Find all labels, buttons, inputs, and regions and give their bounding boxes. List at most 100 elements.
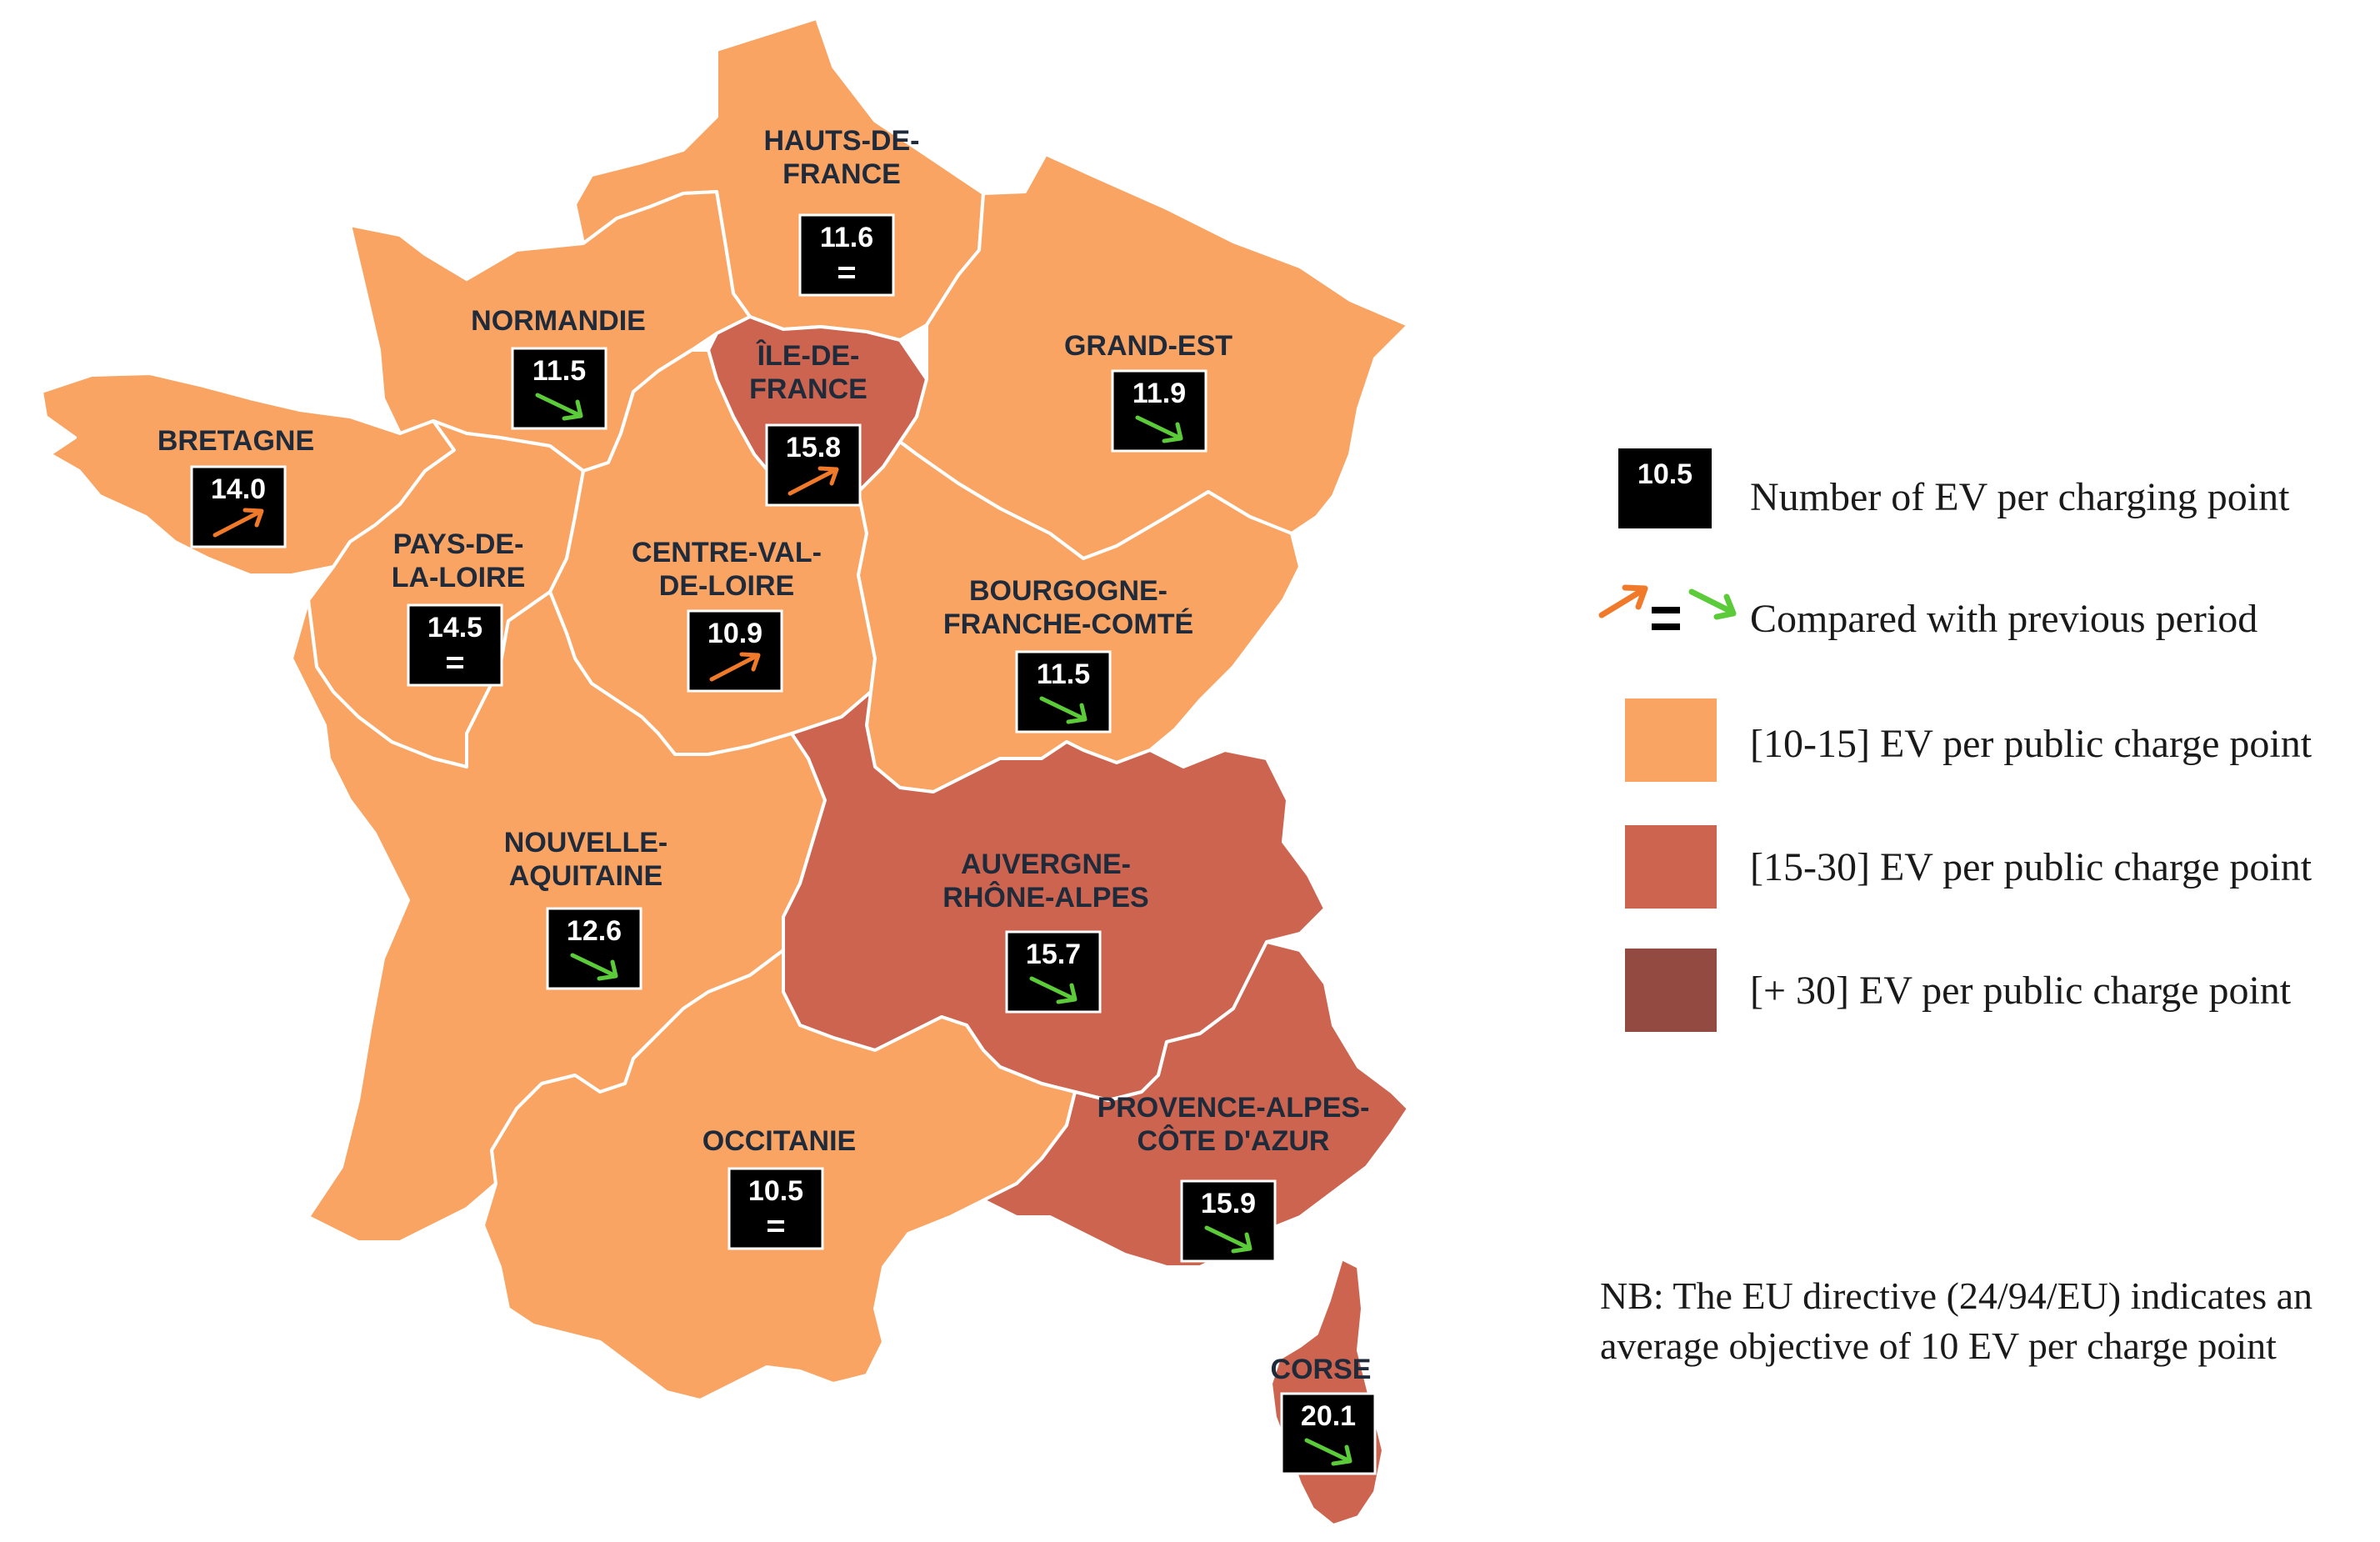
region-group-pays-de-la-loire: PAYS-DE-LA-LOIRE 14.5 — [392, 528, 526, 687]
value-box-bourgogne-franche-comte — [1015, 650, 1112, 733]
legend-class-mid: [15-30] EV per public charge point — [1750, 845, 2312, 889]
region-label-bretagne: BRETAGNE — [158, 425, 314, 457]
equal-icon-bar2 — [1652, 623, 1680, 630]
legend-number-label: Number of EV per charging point — [1750, 475, 2290, 519]
legend-swatch-mid — [1625, 825, 1717, 909]
down-arrow-icon — [1204, 1225, 1251, 1250]
region-group-grand-est: GRAND-EST 11.9 — [1064, 330, 1232, 453]
region-provence-alpes-cote-d-azur — [982, 940, 1410, 1269]
region-group-hauts-de-france: HAUTS-DE-FRANCE 11.6 — [764, 125, 920, 297]
down-arrow-icon — [1039, 696, 1086, 721]
value-text-ile-de-france: 15.8 — [786, 432, 841, 463]
down-arrow-icon — [1304, 1438, 1351, 1463]
legend-sample-box — [1618, 448, 1712, 528]
region-label-ile-de-france: ÎLE-DE- — [756, 340, 860, 372]
up-arrow-icon — [1598, 588, 1643, 618]
down-arrow-head-icon — [1162, 422, 1183, 443]
region-group-provence-alpes-cote-d-azur: PROVENCE-ALPES-CÔTE D'AZUR 15.9 — [1098, 1092, 1370, 1263]
legend-swatch-high — [1625, 949, 1717, 1032]
equal-icon — [447, 665, 463, 668]
up-arrow-head-icon — [818, 466, 839, 486]
legend-trend-icons — [1598, 584, 1737, 630]
region-label-corse: CORSE — [1271, 1354, 1372, 1385]
down-arrow-icon — [535, 393, 582, 418]
region-label-centre-val-de-loire: CENTRE-VAL- — [632, 537, 822, 568]
legend-class-high: [+ 30] EV per public charge point — [1750, 969, 2292, 1013]
region-label-centre-val-de-loire: DE-LOIRE — [659, 570, 794, 602]
legend-swatch-low — [1625, 698, 1717, 782]
up-arrow-head-icon — [1622, 584, 1648, 610]
region-label-nouvelle-aquitaine: NOUVELLE- — [504, 827, 668, 859]
value-text-grand-est: 11.9 — [1132, 378, 1186, 409]
down-arrow-head-icon — [1066, 703, 1088, 724]
up-arrow-head-icon — [242, 508, 264, 528]
region-label-ile-de-france: FRANCE — [749, 373, 868, 405]
region-label-pays-de-la-loire: LA-LOIRE — [392, 562, 526, 593]
down-arrow-head-icon — [1713, 593, 1737, 620]
region-label-occitanie: OCCITANIE — [702, 1125, 856, 1157]
value-text-auvergne-rhone-alpes: 15.7 — [1026, 939, 1081, 970]
region-group-nouvelle-aquitaine: NOUVELLE-AQUITAINE 12.6 — [504, 827, 668, 990]
value-box-pays-de-la-loire — [407, 603, 503, 687]
region-group-ile-de-france: ÎLE-DE-FRANCE 15.8 — [749, 340, 868, 507]
region-label-auvergne-rhone-alpes: RHÔNE-ALPES — [942, 881, 1148, 914]
region-group-bretagne: BRETAGNE 14.0 — [158, 425, 314, 548]
region-label-provence-alpes-cote-d-azur: PROVENCE-ALPES- — [1098, 1092, 1370, 1124]
down-arrow-icon — [1688, 588, 1732, 613]
value-box-hauts-de-france — [798, 213, 895, 297]
up-arrow-icon — [212, 509, 262, 538]
region-group-occitanie: OCCITANIE 10.5 — [702, 1125, 856, 1250]
region-label-auvergne-rhone-alpes: AUVERGNE- — [961, 849, 1131, 880]
value-text-provence-alpes-cote-d-azur: 15.9 — [1201, 1188, 1256, 1219]
value-box-bretagne — [190, 465, 287, 548]
value-box-ile-de-france — [765, 423, 862, 507]
region-label-normandie: NORMANDIE — [471, 305, 646, 337]
value-text-centre-val-de-loire: 10.9 — [708, 618, 762, 649]
equal-icon — [838, 267, 855, 270]
equal-icon — [768, 1229, 784, 1232]
down-arrow-icon — [1135, 415, 1182, 440]
legend-compare-label: Compared with previous period — [1750, 597, 2258, 641]
region-group-bourgogne-franche-comte: BOURGOGNE-FRANCHE-COMTÉ 11.5 — [943, 575, 1193, 733]
region-label-grand-est: GRAND-EST — [1064, 330, 1232, 362]
value-text-nouvelle-aquitaine: 12.6 — [567, 915, 622, 947]
down-arrow-head-icon — [1056, 983, 1078, 1004]
down-arrow-head-icon — [562, 399, 583, 421]
region-group-corse: CORSE 20.1 — [1271, 1354, 1377, 1475]
value-box-occitanie — [728, 1167, 824, 1250]
equal-icon-bar1 — [1652, 607, 1680, 613]
region-label-hauts-de-france: FRANCE — [782, 158, 901, 190]
region-corse — [1269, 1257, 1385, 1527]
regions-layer — [40, 17, 1410, 1527]
legend-sample-value: 10.5 — [1638, 458, 1692, 490]
equal-icon — [838, 275, 855, 278]
legend-class-low: [10-15] EV per public charge point — [1750, 722, 2312, 766]
value-text-bourgogne-franche-comte: 11.5 — [1037, 658, 1090, 690]
down-arrow-head-icon — [1231, 1232, 1252, 1254]
region-group-auvergne-rhone-alpes: AUVERGNE-RHÔNE-ALPES 15.7 — [942, 849, 1149, 1014]
region-group-normandie: NORMANDIE 11.5 — [471, 305, 646, 430]
down-arrow-icon — [570, 953, 617, 978]
region-label-provence-alpes-cote-d-azur: CÔTE D'AZUR — [1138, 1124, 1330, 1157]
value-text-pays-de-la-loire: 14.5 — [428, 612, 482, 643]
value-text-hauts-de-france: 11.6 — [820, 222, 873, 253]
value-text-occitanie: 10.5 — [748, 1175, 803, 1207]
down-arrow-icon — [1029, 976, 1076, 1001]
region-label-bourgogne-franche-comte: BOURGOGNE- — [969, 575, 1168, 607]
directive-note: NB: The EU directive (24/94/EU) indicate… — [1600, 1274, 2313, 1367]
value-box-auvergne-rhone-alpes — [1005, 930, 1102, 1014]
legend: 10.5 Number of EV per charging point Com… — [1598, 448, 2312, 1032]
value-box-corse — [1280, 1392, 1377, 1475]
up-arrow-icon — [709, 653, 759, 682]
region-label-bourgogne-franche-comte: FRANCHE-COMTÉ — [943, 608, 1193, 640]
down-arrow-head-icon — [1331, 1444, 1352, 1466]
region-label-hauts-de-france: HAUTS-DE- — [764, 125, 920, 157]
value-box-centre-val-de-loire — [687, 609, 783, 693]
value-box-provence-alpes-cote-d-azur — [1180, 1179, 1277, 1263]
down-arrow-head-icon — [597, 959, 618, 981]
value-box-grand-est — [1111, 369, 1208, 453]
value-text-bretagne: 14.0 — [211, 473, 266, 505]
region-label-pays-de-la-loire: PAYS-DE- — [393, 528, 524, 560]
up-arrow-head-icon — [739, 652, 761, 672]
